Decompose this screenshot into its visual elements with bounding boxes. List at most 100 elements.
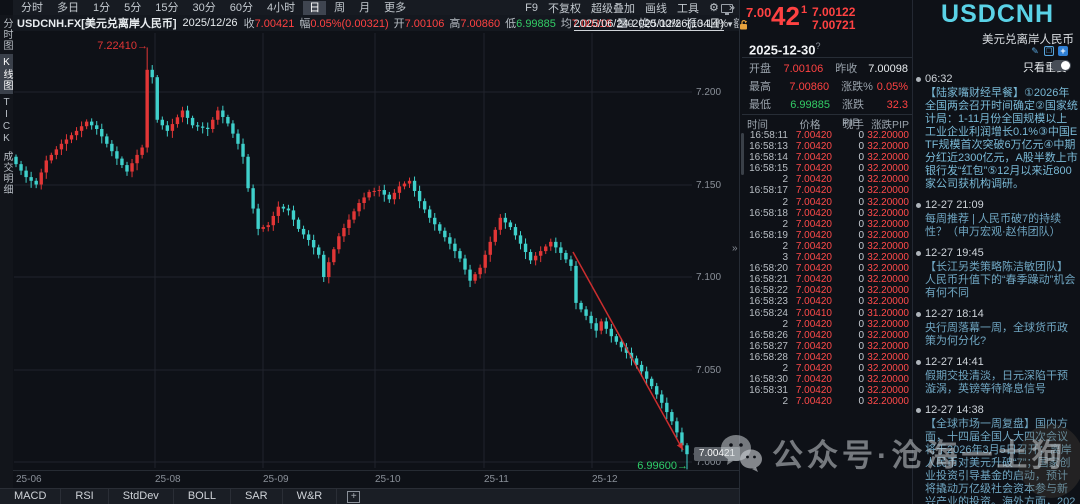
period-high-label: 7.22410→ — [97, 40, 148, 52]
tick-row[interactable]: 2 7.00420 0 32.20000 — [782, 218, 909, 230]
period-tab-4小时[interactable]: 4小时 — [267, 1, 296, 14]
panel-divider[interactable] — [739, 0, 740, 504]
toolbar-item-工具[interactable]: 工具 — [677, 2, 699, 15]
add-indicator-icon[interactable]: + — [347, 490, 361, 503]
date-range-selector[interactable]: 2025/06/24-2025/12/26(134日) — [573, 18, 724, 31]
collapse-panel-icon[interactable]: » — [732, 243, 738, 254]
info-field-低: 低6.99885 — [505, 18, 556, 30]
chevron-down-icon[interactable]: ▼ — [726, 20, 734, 29]
toolbar-item-画线[interactable]: 画线 — [645, 2, 667, 15]
tick-row[interactable]: 16:58:31 7.00420 0 32.20000 — [749, 385, 909, 397]
quote-action-icons: ✎ ❐ + — [1030, 46, 1068, 56]
info-field-换: 换0.00% — [638, 18, 681, 30]
tick-row[interactable]: 2 7.00420 0 32.20000 — [782, 240, 909, 252]
sidebar-item-成交明细[interactable]: 成交明细 — [1, 151, 12, 195]
timeline-bullet-icon — [916, 408, 921, 413]
period-low-label: 6.99600→ — [637, 460, 688, 472]
sidebar-item-K线图[interactable]: K线图 — [0, 54, 13, 94]
candlestick-chart[interactable] — [0, 0, 740, 504]
tick-row[interactable]: 16:58:27 7.00420 0 32.20000 — [749, 340, 909, 352]
indicator-tab-MACD[interactable]: MACD — [0, 489, 62, 504]
help-icon[interactable]: ? — [815, 41, 821, 51]
indicator-tab-StdDev[interactable]: StdDev — [109, 489, 174, 504]
toolbar-item-不复权[interactable]: 不复权 — [548, 2, 581, 15]
news-item[interactable]: 12-27 19:45 【长江另类策略陈洁敏团队】人民币升值下的“春季躁动”机会有… — [916, 244, 1078, 305]
timeline-bullet-icon — [916, 251, 921, 256]
news-item[interactable]: 12-27 21:09 每周推荐 | 人民币破7的持续性？（申万宏观·赵伟团队） — [916, 196, 1078, 244]
gear-icon[interactable]: ⚙ — [709, 2, 719, 14]
tick-row[interactable]: 16:58:19 7.00420 0 32.20000 — [749, 229, 909, 241]
tick-row[interactable]: 16:58:18 7.00420 0 32.20000 — [749, 207, 909, 219]
period-tab-30分[interactable]: 30分 — [192, 1, 216, 14]
tick-row[interactable]: 2 7.00420 0 32.20000 — [782, 196, 909, 208]
scrollbar-thumb[interactable] — [741, 133, 744, 175]
session-date: 2025/12/26 — [182, 17, 238, 29]
important-only-toggle[interactable] — [1051, 60, 1071, 71]
tick-row[interactable]: 2 7.00420 0 32.20000 — [782, 174, 909, 186]
unlock-icon[interactable] — [739, 20, 748, 30]
tick-row[interactable]: 16:58:14 7.00420 0 32.20000 — [749, 152, 909, 164]
edit-pencil-icon[interactable]: ✎ — [1031, 46, 1039, 56]
news-feed[interactable]: 06:32 【陆家嘴财经早餐】①2026年全国两会召开时间确定②国家统计局：1-1… — [916, 70, 1078, 504]
tick-col-时间: 时间 — [747, 119, 768, 131]
period-tab-5分[interactable]: 5分 — [124, 1, 142, 14]
timeline-bullet-icon — [916, 203, 921, 208]
sidebar-item-TICK[interactable]: TICK — [1, 97, 12, 145]
tick-row[interactable]: 2 7.00420 0 32.20000 — [782, 318, 909, 330]
news-timestamp: 12-27 14:38 — [925, 404, 984, 416]
tick-row[interactable]: 16:58:13 7.00420 0 32.20000 — [749, 141, 909, 153]
period-tab-更多[interactable]: 更多 — [384, 1, 407, 14]
tick-row[interactable]: 16:58:17 7.00420 0 32.20000 — [749, 185, 909, 197]
tick-row[interactable]: 16:58:11 7.00420 0 32.20000 — [749, 130, 909, 141]
period-tabs-bar: 分时 多日 1分 5分 15分 30分 60分 4小时日周月更多 — [13, 0, 740, 15]
period-tab-日[interactable]: 日 — [303, 0, 327, 15]
news-item[interactable]: 12-27 18:14 央行周落幕一周，全球货币政策为何分化? — [916, 305, 1078, 353]
news-item[interactable]: 06:32 【陆家嘴财经早餐】①2026年全国两会召开时间确定②国家统计局：1-1… — [916, 70, 1078, 196]
tick-row[interactable]: 16:58:30 7.00420 0 32.20000 — [749, 374, 909, 386]
tick-row[interactable]: 16:58:26 7.00420 0 32.20000 — [749, 329, 909, 341]
stats-row: 开盘 7.00106 昨收 7.00098 — [749, 63, 909, 75]
tick-row[interactable]: 16:58:23 7.00420 0 32.20000 — [749, 296, 909, 308]
tick-row[interactable]: 3 7.00420 0 32.20000 — [782, 252, 909, 264]
period-tab-多日[interactable]: 多日 — [57, 1, 79, 14]
sidebar-item-分时图[interactable]: 分时图 — [1, 18, 12, 51]
toolbar-item-超级叠加[interactable]: 超级叠加 — [591, 2, 635, 15]
tick-row[interactable]: 16:58:22 7.00420 0 32.20000 — [749, 285, 909, 297]
quote-date: 2025-12-30? — [749, 41, 821, 57]
period-tab-15分[interactable]: 15分 — [155, 1, 179, 14]
tick-table[interactable]: 16:58:11 7.00420 0 32.20000 16:58:13 7.00420 0… — [742, 130, 912, 407]
tick-row[interactable]: 16:58:15 7.00420 0 32.20000 — [749, 163, 909, 175]
period-tab-分时[interactable]: 分时 — [21, 1, 43, 14]
screenshot-icon[interactable] — [721, 4, 733, 15]
period-tab-1分[interactable]: 1分 — [93, 1, 111, 14]
indicator-tab-BOLL[interactable]: BOLL — [174, 489, 231, 504]
tick-row[interactable]: 2 7.00420 0 32.20000 — [782, 396, 909, 408]
left-view-tabs: 分时图 K线图 TICK 成交明细 — [0, 15, 13, 504]
tick-row[interactable]: 16:58:21 7.00420 0 32.20000 — [749, 274, 909, 286]
period-tab-月[interactable]: 月 — [359, 1, 371, 14]
tick-row[interactable]: 16:58:28 7.00420 0 32.20000 — [749, 351, 909, 363]
tick-row[interactable]: 2 7.00420 0 32.20000 — [782, 362, 909, 374]
period-tab-周[interactable]: 周 — [334, 1, 346, 14]
price-tick-label: 7.200 — [696, 87, 722, 98]
compare-icon[interactable]: ❐ — [1044, 46, 1054, 56]
add-icon[interactable]: + — [1058, 46, 1068, 56]
news-item[interactable]: 12-27 14:41 假期交投清淡，日元深陷干预漩涡，英镑等待降息信号 — [916, 353, 1078, 401]
ask-price: 7.00122 — [812, 5, 856, 19]
indicator-tab-RSI[interactable]: RSI — [61, 489, 109, 504]
time-tick-label: 25-08 — [155, 474, 181, 485]
toolbar-item-F9[interactable]: F9 — [525, 1, 538, 14]
indicator-tabs-bar: MACD RSI StdDev BOLL SAR W&R + — [0, 488, 740, 504]
info-field-振: 振0.14% — [686, 18, 729, 30]
more-tools-icon[interactable]: » — [728, 1, 735, 14]
tick-col-价格: 价格 — [799, 119, 821, 131]
indicator-tab-SAR[interactable]: SAR — [231, 489, 283, 504]
time-tick-label: 25-10 — [375, 474, 401, 485]
price-tick-label: 7.000 — [696, 457, 722, 468]
tick-row[interactable]: 16:58:24 7.00410 0 31.20000 — [749, 307, 909, 319]
news-item[interactable]: 12-27 14:38 【全球市场一周复盘】国内方面，十四届全国人大四次会议将于2… — [916, 401, 1078, 504]
indicator-tab-W&R[interactable]: W&R — [283, 489, 338, 504]
period-tab-60分[interactable]: 60分 — [229, 1, 253, 14]
tick-row[interactable]: 16:58:20 7.00420 0 32.20000 — [749, 263, 909, 275]
